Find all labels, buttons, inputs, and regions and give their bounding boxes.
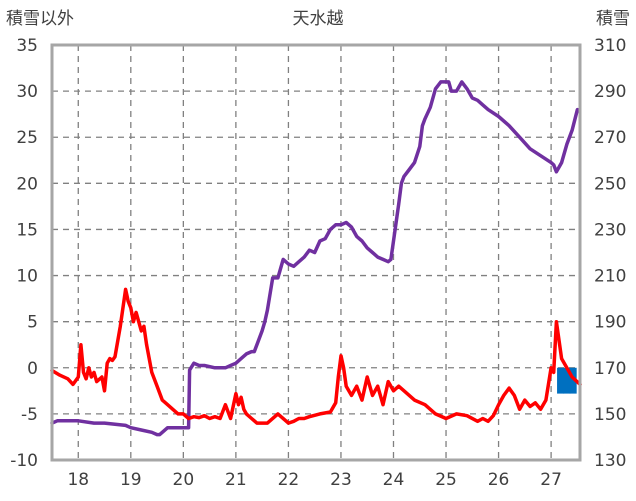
plot-frame	[50, 43, 582, 462]
bar-series	[557, 367, 577, 394]
right-tick-label: 290	[594, 82, 626, 102]
left-tick-label: 30	[16, 82, 38, 102]
left-tick-label: -5	[21, 405, 38, 425]
x-tick-label: 20	[173, 470, 195, 490]
right-tick-label: 270	[594, 128, 626, 148]
left-tick-label: 0	[27, 359, 38, 379]
left-axis-ticks: 35 30 25 20 15 10 5 0 -5 -10	[10, 36, 38, 471]
snow-depth-line	[50, 80, 580, 437]
right-tick-label: 250	[594, 174, 626, 194]
other-values-line	[50, 287, 582, 425]
right-tick-label: 210	[594, 267, 626, 287]
x-tick-label: 22	[278, 470, 300, 490]
x-tick-label: 23	[330, 470, 352, 490]
right-tick-label: 310	[594, 36, 626, 56]
left-tick-label: 20	[16, 174, 38, 194]
right-tick-label: 190	[594, 313, 626, 333]
right-axis-title: 積雪	[596, 9, 630, 29]
left-tick-label: 10	[16, 267, 38, 287]
x-tick-label: 18	[67, 470, 89, 490]
left-tick-label: 35	[16, 36, 38, 56]
bar	[557, 367, 565, 394]
right-axis-ticks: 310 290 270 250 230 210 190 170 150 130	[594, 36, 626, 471]
x-axis-ticks: 18 19 20 21 22 23 24 25 26 27	[67, 470, 561, 490]
left-tick-label: 15	[16, 220, 38, 240]
x-tick-label: 19	[120, 470, 142, 490]
x-tick-label: 24	[383, 470, 405, 490]
left-tick-label: -10	[10, 451, 38, 471]
x-tick-label: 21	[225, 470, 247, 490]
right-tick-label: 150	[594, 405, 626, 425]
bar	[569, 367, 577, 394]
right-tick-label: 170	[594, 359, 626, 379]
x-tick-label: 27	[540, 470, 562, 490]
left-tick-label: 5	[27, 313, 38, 333]
line-series	[50, 80, 582, 437]
x-tick-label: 25	[435, 470, 457, 490]
right-tick-label: 130	[594, 451, 626, 471]
chart-title: 天水越	[293, 9, 344, 29]
right-tick-label: 230	[594, 220, 626, 240]
left-axis-title: 積雪以外	[6, 9, 74, 29]
left-tick-label: 25	[16, 128, 38, 148]
bar	[563, 367, 571, 394]
x-tick-label: 26	[488, 470, 510, 490]
